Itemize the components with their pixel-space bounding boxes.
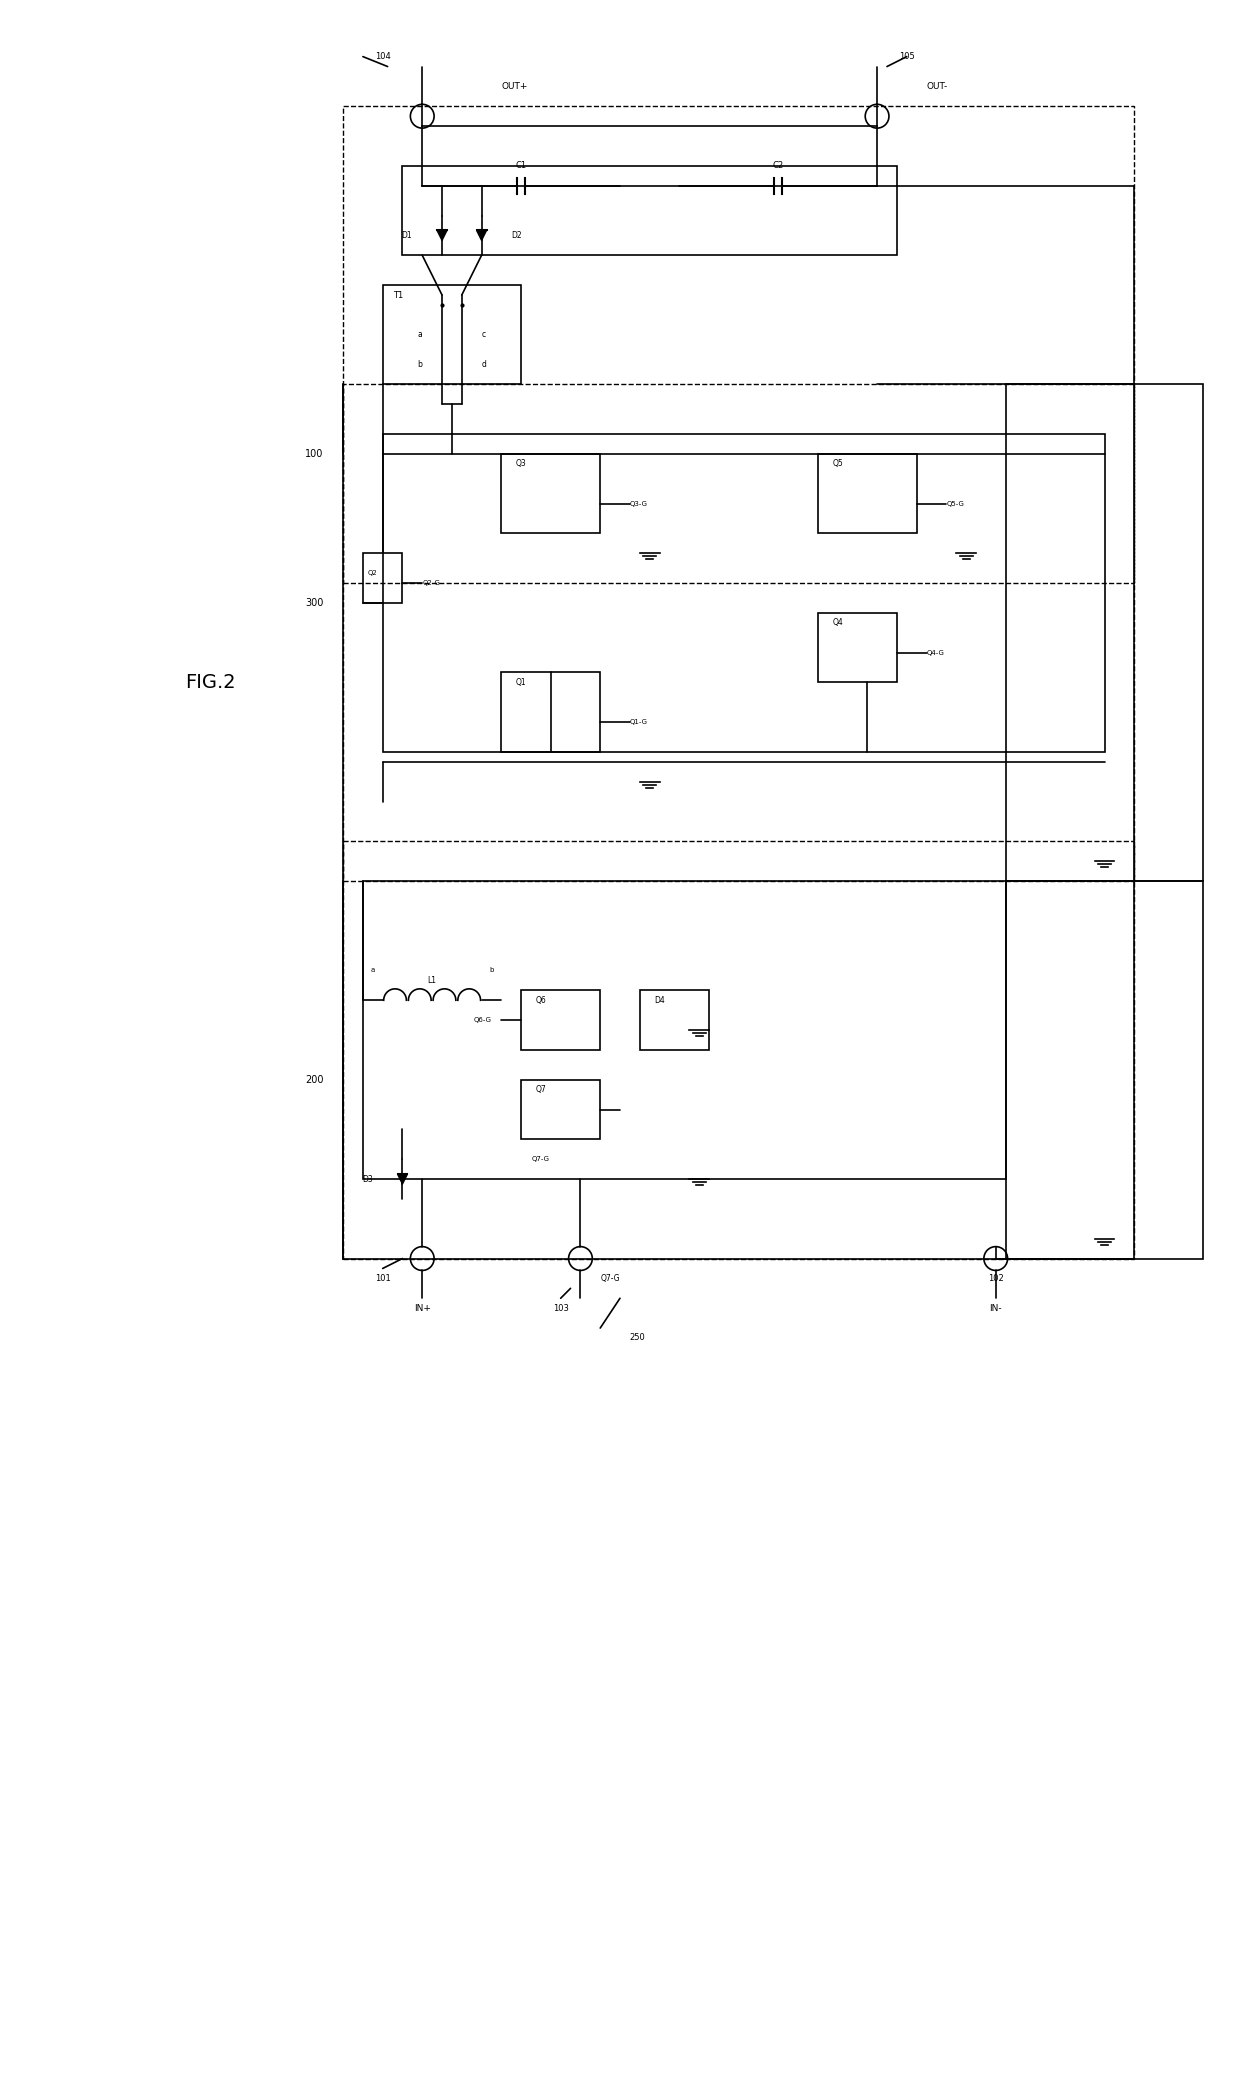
Text: Q3-G: Q3-G: [630, 501, 647, 508]
Polygon shape: [398, 1173, 408, 1184]
Text: Q7-G: Q7-G: [532, 1156, 549, 1163]
Bar: [363, 553, 403, 603]
Text: D3: D3: [362, 1175, 373, 1184]
Text: 300: 300: [305, 597, 324, 607]
Bar: [343, 385, 1135, 882]
Text: 200: 200: [305, 1075, 324, 1086]
Text: c: c: [481, 331, 486, 339]
Text: b: b: [418, 360, 423, 368]
Text: Q4: Q4: [832, 618, 843, 628]
Polygon shape: [436, 231, 446, 241]
Text: Q1: Q1: [516, 678, 527, 686]
Bar: [343, 106, 1135, 582]
Text: L1: L1: [428, 976, 436, 986]
Bar: [521, 990, 600, 1050]
Bar: [403, 166, 897, 256]
Text: FIG.2: FIG.2: [185, 674, 236, 693]
Bar: [383, 435, 1105, 753]
Text: a: a: [418, 331, 423, 339]
Text: Q7: Q7: [536, 1086, 547, 1094]
Text: D2: D2: [511, 231, 522, 239]
Text: Q5-G: Q5-G: [946, 501, 965, 508]
Text: IN+: IN+: [414, 1304, 430, 1312]
Text: OUT-: OUT-: [926, 81, 947, 92]
Bar: [817, 614, 897, 682]
Text: Q2-G: Q2-G: [423, 580, 440, 587]
Text: C1: C1: [516, 162, 527, 171]
Text: a: a: [371, 967, 374, 973]
Text: 105: 105: [899, 52, 915, 60]
Text: 250: 250: [630, 1333, 646, 1342]
Text: Q4-G: Q4-G: [926, 649, 945, 655]
Bar: [1006, 385, 1203, 882]
Polygon shape: [476, 231, 486, 241]
Text: Q3: Q3: [516, 460, 527, 468]
Bar: [501, 453, 600, 532]
Text: 102: 102: [988, 1273, 1003, 1283]
Bar: [1006, 882, 1203, 1258]
Bar: [343, 840, 1135, 1258]
Bar: [501, 672, 600, 753]
Text: Q1-G: Q1-G: [630, 720, 647, 726]
Text: 104: 104: [374, 52, 391, 60]
Text: OUT+: OUT+: [501, 81, 528, 92]
Bar: [383, 285, 521, 385]
Text: Q5: Q5: [832, 460, 843, 468]
Text: 100: 100: [305, 449, 324, 460]
Text: b: b: [490, 967, 494, 973]
Bar: [363, 882, 1006, 1179]
Bar: [640, 990, 709, 1050]
Text: IN-: IN-: [990, 1304, 1002, 1312]
Text: Q7-G: Q7-G: [600, 1273, 620, 1283]
Text: 103: 103: [553, 1304, 569, 1312]
Bar: [521, 1080, 600, 1140]
Text: 101: 101: [374, 1273, 391, 1283]
Text: Q6-G: Q6-G: [474, 1017, 491, 1023]
Text: Q6: Q6: [536, 996, 547, 1005]
Text: D4: D4: [655, 996, 665, 1005]
Text: Q2: Q2: [368, 570, 378, 576]
Text: C2: C2: [773, 162, 784, 171]
Text: D1: D1: [402, 231, 413, 239]
Text: T1: T1: [393, 291, 403, 300]
Bar: [817, 453, 916, 532]
Text: d: d: [481, 360, 486, 368]
